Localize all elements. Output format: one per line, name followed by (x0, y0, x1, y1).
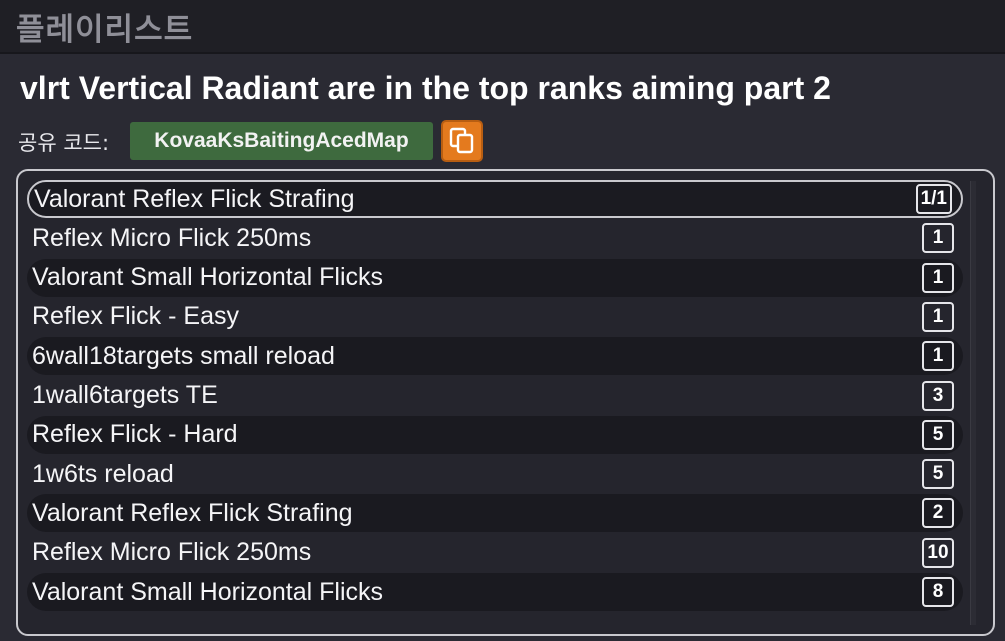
share-code-label: 공유 코드: (18, 131, 110, 155)
scrollbar[interactable] (970, 181, 976, 625)
scenario-title: 6wall18targets small reload (32, 341, 335, 370)
scenario-count-badge: 1 (922, 301, 954, 332)
copy-icon (449, 127, 474, 154)
playlist-name: vlrt Vertical Radiant are in the top ran… (20, 70, 831, 106)
scenario-title: 1wall6targets TE (32, 381, 218, 409)
scenario-title: Valorant Small Horizontal Flicks (32, 263, 384, 292)
scenario-count-badge: 1/1 (915, 184, 952, 214)
scenario-row[interactable]: 6wall18targets small reload 1 (27, 337, 963, 376)
scenario-title: Reflex Flick - Hard (32, 420, 238, 449)
scenario-row[interactable]: 1w6ts reload 5 (27, 455, 963, 493)
scenario-row[interactable]: Valorant Small Horizontal Flicks 8 (27, 573, 963, 611)
scenario-count-badge: 2 (922, 498, 954, 529)
scenario-title: Valorant Small Horizontal Flicks (32, 577, 384, 606)
scenario-list[interactable]: Valorant Reflex Flick Strafing 1/1 Reflex … (16, 169, 995, 636)
scenario-title: Reflex Micro Flick 250ms (32, 223, 312, 252)
scenario-count-badge: 1 (922, 341, 954, 372)
scenario-row[interactable]: Reflex Micro Flick 250ms 10 (27, 534, 963, 572)
scenario-title: Valorant Reflex Flick Strafing (34, 184, 355, 213)
scenario-row[interactable]: Reflex Flick - Easy 1 (27, 298, 963, 336)
scenario-count-badge: 5 (922, 419, 954, 450)
scenario-count-badge: 3 (922, 380, 954, 411)
scenario-count-badge: 10 (922, 537, 954, 568)
copy-share-code-button[interactable] (441, 120, 483, 162)
scenario-title: Reflex Micro Flick 250ms (32, 538, 312, 567)
scenario-row[interactable]: 1wall6targets TE 3 (27, 377, 963, 415)
share-code-value: KovaaKsBaitingAcedMap (130, 122, 433, 160)
scenario-title: 1w6ts reload (32, 459, 174, 488)
scenario-count-badge: 5 (922, 459, 954, 490)
scenario-row[interactable]: Valorant Reflex Flick Strafing 2 (27, 494, 963, 533)
scenario-row[interactable]: Valorant Small Horizontal Flicks 1 (27, 258, 963, 297)
page-title: 플레이리스트 (16, 12, 194, 48)
scenario-count-badge: 1 (922, 223, 954, 254)
scenario-title: Valorant Reflex Flick Strafing (32, 498, 353, 527)
scenario-row[interactable]: Reflex Flick - Hard 5 (27, 415, 963, 454)
header-bar: 플레이리스트 (0, 0, 1005, 54)
scenario-count-badge: 8 (922, 577, 954, 607)
scenario-count-badge: 1 (922, 262, 954, 293)
scenario-row-selected[interactable]: Valorant Reflex Flick Strafing 1/1 (27, 180, 963, 218)
scenario-row[interactable]: Reflex Micro Flick 250ms 1 (27, 219, 963, 257)
scenario-title: Reflex Flick - Easy (32, 302, 239, 331)
